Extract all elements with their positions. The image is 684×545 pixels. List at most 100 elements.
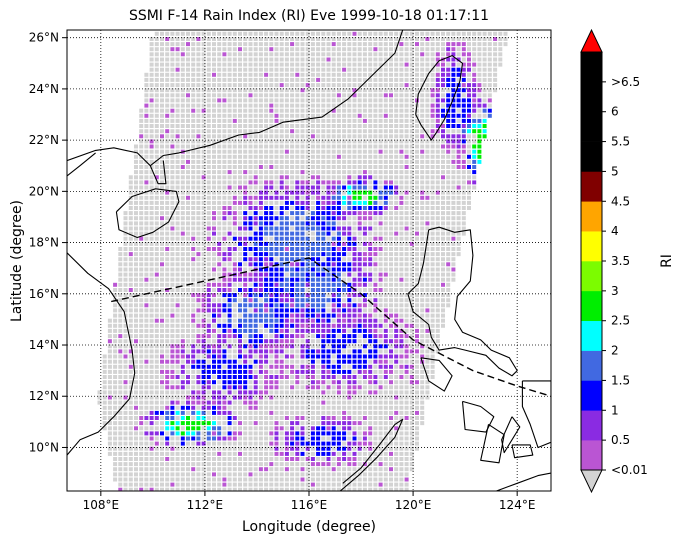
swath-pixel [321, 400, 326, 405]
swath-pixel [139, 441, 144, 446]
swath-pixel [123, 405, 128, 410]
swath-pixel [222, 241, 227, 246]
swath-pixel [362, 124, 367, 128]
swath-pixel [441, 93, 445, 98]
swath-pixel [139, 313, 144, 318]
swath-pixel [441, 216, 445, 221]
swath-pixel [144, 380, 149, 385]
swath-pixel [409, 257, 414, 262]
swath-pixel [180, 93, 185, 98]
swath-pixel [467, 149, 471, 154]
swath-pixel [243, 139, 248, 144]
swath-pixel [399, 477, 404, 482]
swath-pixel [326, 344, 331, 349]
swath-pixel [253, 400, 258, 405]
swath-pixel [362, 272, 367, 277]
swath-pixel [420, 149, 425, 154]
swath-pixel [227, 139, 232, 144]
swath-pixel [331, 390, 336, 395]
swath-pixel [404, 103, 409, 108]
swath-pixel [238, 231, 242, 236]
swath-pixel [274, 170, 279, 175]
swath-pixel [342, 318, 347, 323]
swath-pixel [342, 323, 347, 328]
swath-pixel [180, 354, 185, 359]
swath-pixel [321, 221, 326, 226]
swath-pixel [290, 328, 295, 333]
swath-pixel [352, 93, 357, 98]
swath-pixel [191, 226, 196, 231]
swath-pixel [258, 313, 263, 318]
swath-pixel [477, 139, 482, 144]
swath-pixel [165, 241, 170, 246]
swath-pixel [472, 165, 477, 169]
swath-pixel [238, 175, 242, 180]
swath-pixel [123, 462, 128, 467]
swath-pixel [113, 416, 118, 420]
swath-pixel [456, 103, 461, 108]
swath-pixel [248, 380, 253, 385]
swath-pixel [420, 334, 425, 339]
swath-pixel [310, 349, 315, 354]
swath-pixel [279, 129, 284, 134]
swath-pixel [446, 247, 451, 251]
swath-pixel [404, 165, 409, 169]
swath-pixel [305, 446, 310, 451]
swath-pixel [212, 344, 216, 349]
swath-pixel [415, 154, 419, 159]
swath-pixel [362, 472, 367, 477]
swath-pixel [352, 405, 357, 410]
swath-pixel [316, 108, 321, 113]
swath-pixel [113, 472, 118, 477]
swath-pixel [269, 206, 274, 210]
swath-pixel [222, 339, 227, 344]
swath-pixel [352, 221, 357, 226]
swath-pixel [180, 323, 185, 328]
swath-pixel [175, 103, 180, 108]
swath-pixel [357, 252, 362, 257]
swath-pixel [399, 334, 404, 339]
swath-pixel [212, 113, 216, 118]
swath-pixel [238, 436, 242, 441]
swath-pixel [144, 334, 149, 339]
swath-pixel [446, 206, 451, 210]
swath-pixel [357, 282, 362, 287]
swath-pixel [149, 226, 154, 231]
swath-pixel [217, 477, 222, 482]
swath-pixel [212, 462, 216, 467]
swath-pixel [222, 298, 227, 303]
swath-pixel [279, 364, 284, 369]
swath-pixel [368, 267, 373, 272]
swath-pixel [347, 462, 352, 467]
swath-pixel [128, 252, 133, 257]
swath-pixel [222, 262, 227, 267]
swath-pixel [373, 103, 378, 108]
swath-pixel [191, 334, 196, 339]
swath-pixel [258, 134, 263, 139]
swath-pixel [170, 410, 175, 415]
swath-pixel [170, 395, 175, 400]
swath-pixel [362, 134, 367, 139]
swath-pixel [389, 410, 393, 415]
swath-pixel [389, 288, 393, 292]
swath-pixel [175, 405, 180, 410]
swath-pixel [274, 277, 279, 282]
swath-pixel [394, 313, 399, 318]
swath-pixel [321, 252, 326, 257]
swath-pixel [196, 93, 201, 98]
swath-pixel [238, 405, 242, 410]
swath-pixel [264, 395, 269, 400]
swath-pixel [284, 93, 289, 98]
swath-pixel [347, 103, 352, 108]
swath-pixel [269, 354, 274, 359]
swath-pixel [243, 369, 248, 374]
swath-pixel [300, 195, 305, 200]
swath-pixel [389, 103, 393, 108]
swath-pixel [373, 431, 378, 436]
swath-pixel [232, 436, 237, 441]
swath-pixel [310, 288, 315, 292]
swath-pixel [409, 436, 414, 441]
swath-pixel [258, 400, 263, 405]
swath-pixel [373, 180, 378, 185]
swath-pixel [165, 206, 170, 210]
